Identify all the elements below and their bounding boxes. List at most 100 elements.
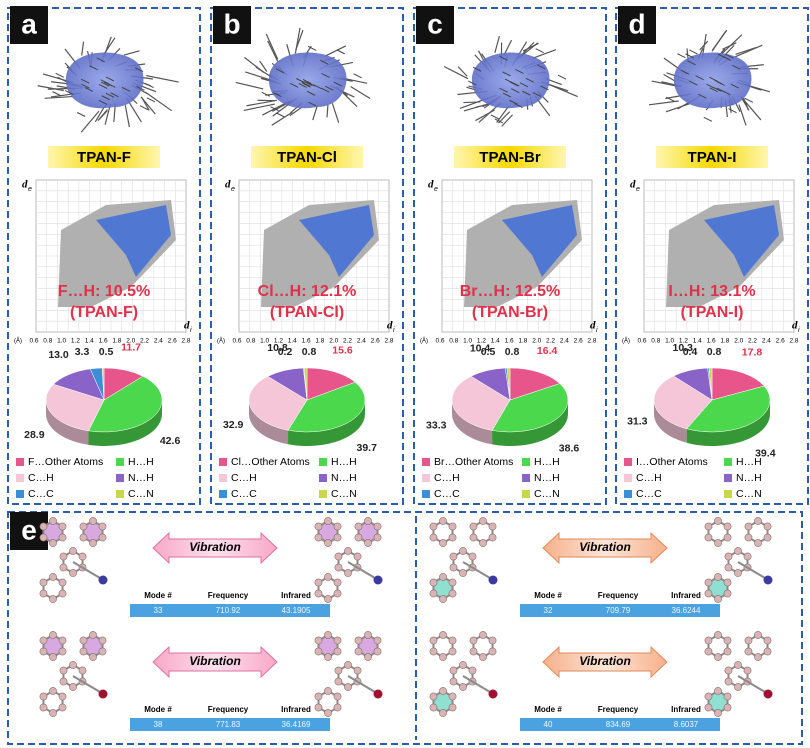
atom: [734, 683, 742, 691]
x-tick-label: 1.4: [288, 338, 297, 345]
contact-compound: (TPAN-Cl): [270, 304, 344, 321]
x-tick-label: 1.8: [518, 338, 527, 345]
x-tick-label: 1.6: [302, 338, 311, 345]
bond: [443, 65, 469, 80]
bond: [275, 68, 285, 74]
legend-label: Br…Other Atoms: [434, 456, 513, 468]
atom: [39, 589, 48, 598]
bond: [325, 85, 334, 91]
bond: [100, 79, 109, 85]
atom: [429, 703, 438, 712]
bond: [243, 103, 275, 111]
bond: [107, 82, 116, 88]
pie-slice: [711, 367, 765, 401]
pie-value-label: 3.3: [75, 346, 90, 358]
bond: [80, 78, 90, 84]
atom: [488, 575, 498, 585]
legend-swatch: [724, 474, 732, 482]
bond: [511, 88, 520, 94]
bond: [72, 561, 101, 579]
bond: [81, 83, 90, 89]
vibration-label: Vibration: [189, 654, 241, 668]
bond: [347, 675, 376, 693]
panel-label: b: [223, 8, 240, 39]
atom: [333, 647, 342, 656]
bond: [273, 92, 282, 98]
panel-label-box: [618, 6, 656, 44]
legend-swatch: [319, 474, 327, 482]
bond: [522, 90, 531, 96]
pie-slice: [101, 367, 105, 401]
x-tick-label: 0.8: [449, 338, 458, 345]
atom: [79, 522, 88, 531]
atom: [488, 647, 497, 656]
bond: [532, 49, 557, 59]
atom: [724, 677, 733, 686]
atom: [439, 653, 447, 661]
atom: [364, 653, 372, 661]
atom: [723, 703, 732, 712]
column-header: Frequency: [208, 705, 249, 714]
bond: [261, 91, 271, 97]
atom: [49, 653, 57, 661]
column-header: Frequency: [208, 591, 249, 600]
atom: [58, 589, 67, 598]
atom: [39, 692, 48, 701]
atom: [324, 517, 332, 525]
bond: [734, 44, 763, 58]
atom: [488, 533, 497, 542]
atom: [78, 666, 87, 675]
axis-label: d: [184, 320, 190, 332]
atom: [724, 563, 733, 572]
panel-label-box: [10, 512, 48, 550]
atom: [373, 689, 383, 699]
atom: [724, 666, 733, 675]
atom: [79, 636, 88, 645]
bond: [502, 71, 511, 77]
bond: [65, 90, 74, 95]
atom: [449, 552, 458, 561]
atom: [704, 589, 713, 598]
axis-sub: i: [798, 327, 800, 334]
atom: [754, 631, 762, 639]
compound-name: TPAN-Cl: [277, 149, 337, 166]
vibration-label: Vibration: [579, 540, 631, 554]
pie-slice: [491, 383, 569, 433]
legend-label: H…H: [128, 456, 154, 468]
atom: [763, 689, 773, 699]
panel-label-box: [10, 6, 48, 44]
atom: [439, 687, 447, 695]
atom: [314, 703, 323, 712]
x-tick-label: 2.0: [532, 338, 541, 345]
pie-slice: [506, 367, 511, 401]
bond: [146, 75, 179, 83]
atom: [49, 709, 57, 717]
atom: [448, 578, 457, 587]
bond: [501, 114, 514, 127]
column-header: Mode #: [144, 705, 172, 714]
pie-value-label: 38.6: [559, 443, 580, 455]
atom: [723, 533, 732, 542]
bond: [457, 66, 468, 77]
axis-label: d: [792, 320, 798, 332]
atom: [439, 709, 447, 717]
compound-name: TPAN-I: [688, 149, 737, 166]
atom: [79, 647, 88, 656]
pie-slice: [306, 367, 356, 401]
bond: [463, 101, 481, 104]
atom: [743, 666, 752, 675]
bond: [312, 105, 318, 121]
atom: [754, 653, 762, 661]
bond: [98, 100, 108, 105]
bond: [144, 91, 173, 112]
axis-sub: e: [28, 186, 32, 193]
atom: [448, 636, 457, 645]
atom: [714, 539, 722, 547]
atom: [59, 552, 68, 561]
pie-value-label: 0.8: [505, 346, 520, 358]
atom: [69, 661, 77, 669]
bond: [535, 48, 544, 54]
contact-percent: Br…H: 12.5%: [460, 283, 560, 300]
bond: [331, 103, 340, 123]
